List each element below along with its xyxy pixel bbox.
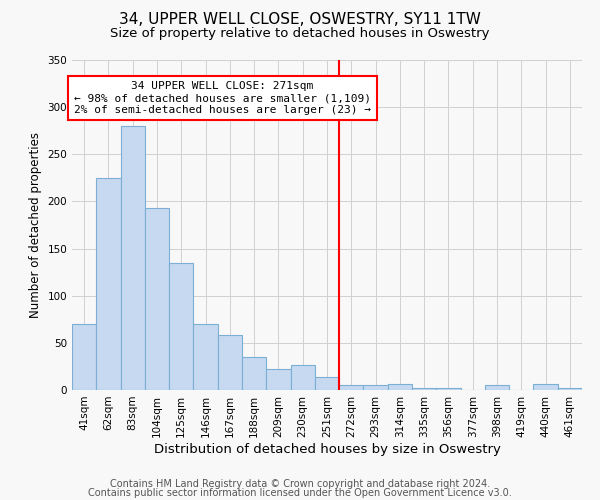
Bar: [145, 208, 169, 390]
Text: 34 UPPER WELL CLOSE: 271sqm
← 98% of detached houses are smaller (1,109)
2% of s: 34 UPPER WELL CLOSE: 271sqm ← 98% of det…: [74, 82, 371, 114]
Bar: [218, 336, 242, 390]
Text: 34, UPPER WELL CLOSE, OSWESTRY, SY11 1TW: 34, UPPER WELL CLOSE, OSWESTRY, SY11 1TW: [119, 12, 481, 28]
Bar: [558, 388, 582, 390]
Bar: [339, 386, 364, 390]
Bar: [193, 324, 218, 390]
X-axis label: Distribution of detached houses by size in Oswestry: Distribution of detached houses by size …: [154, 442, 500, 456]
Y-axis label: Number of detached properties: Number of detached properties: [29, 132, 42, 318]
Bar: [388, 384, 412, 390]
Text: Size of property relative to detached houses in Oswestry: Size of property relative to detached ho…: [110, 28, 490, 40]
Text: Contains public sector information licensed under the Open Government Licence v3: Contains public sector information licen…: [88, 488, 512, 498]
Bar: [412, 388, 436, 390]
Bar: [72, 324, 96, 390]
Bar: [315, 377, 339, 390]
Bar: [290, 366, 315, 390]
Bar: [121, 126, 145, 390]
Bar: [533, 384, 558, 390]
Bar: [266, 370, 290, 390]
Bar: [169, 262, 193, 390]
Bar: [242, 357, 266, 390]
Bar: [436, 388, 461, 390]
Text: Contains HM Land Registry data © Crown copyright and database right 2024.: Contains HM Land Registry data © Crown c…: [110, 479, 490, 489]
Bar: [96, 178, 121, 390]
Bar: [485, 386, 509, 390]
Bar: [364, 386, 388, 390]
